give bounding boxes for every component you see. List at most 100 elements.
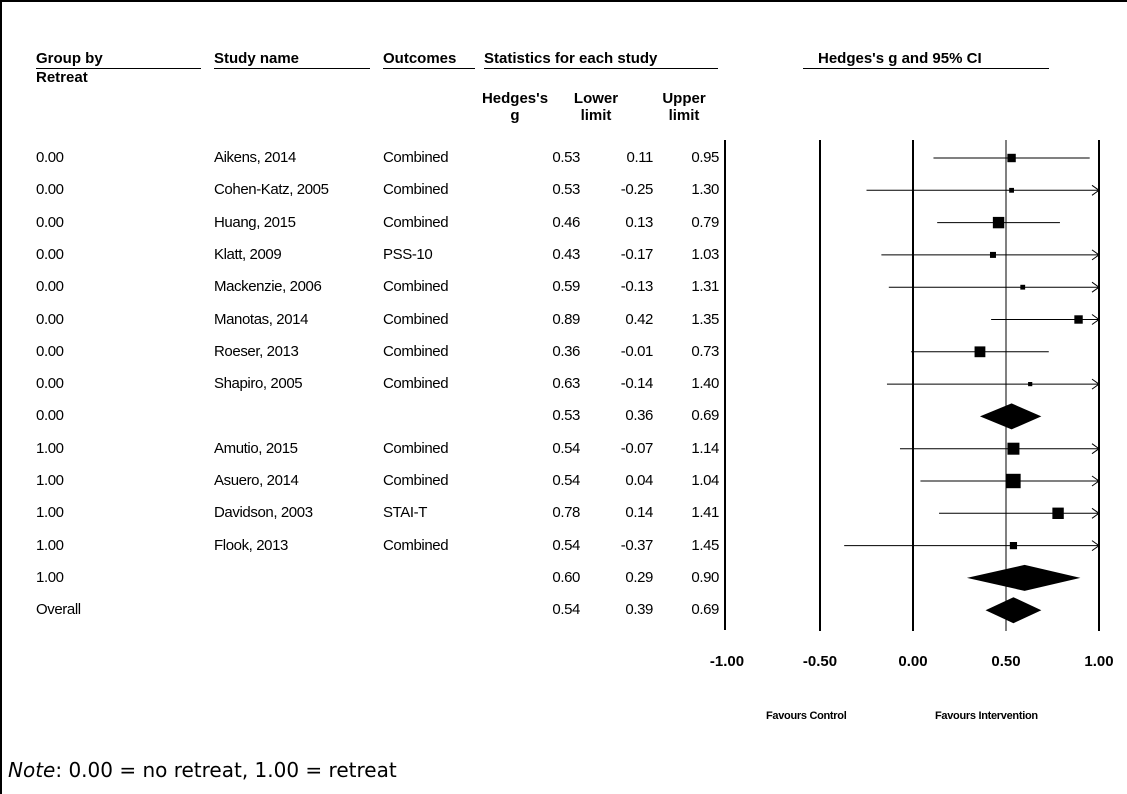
header-outcomes: Outcomes	[383, 50, 457, 67]
cell-hedges-g: 0.59	[552, 278, 580, 296]
ci-arrow	[1091, 443, 1100, 455]
cell-lower-limit: -0.01	[620, 342, 654, 360]
cell-group: 1.00	[36, 536, 64, 554]
x-tick-label: 1.00	[1084, 653, 1113, 670]
header-study-underline	[214, 68, 370, 69]
cell-study: Asuero, 2014	[214, 472, 299, 489]
ci-arrow	[1091, 475, 1100, 487]
cell-study: Manotas, 2014	[214, 310, 309, 328]
point-estimate	[1020, 284, 1026, 290]
cell-group: 0.00	[36, 245, 64, 263]
summary-diamond	[979, 403, 1042, 430]
x-tick-label: 0.00	[898, 653, 927, 670]
header-plot: Hedges's g and 95% CI	[818, 50, 982, 67]
cell-outcome: PSS-10	[383, 245, 433, 263]
subheader-hedges-g: Hedges's g	[481, 90, 549, 124]
cell-lower-limit: 0.04	[625, 472, 653, 489]
cell-outcome: STAI-T	[383, 504, 427, 522]
cell-group: 0.00	[36, 213, 64, 231]
ci-arrow	[1091, 507, 1100, 519]
cell-group: 0.00	[36, 149, 64, 166]
cell-lower-limit: 0.39	[625, 601, 653, 619]
cell-study: Shapiro, 2005	[214, 375, 303, 393]
cell-study: Mackenzie, 2006	[214, 278, 322, 296]
cell-lower-limit: -0.07	[620, 439, 654, 457]
point-estimate	[1052, 507, 1064, 519]
cell-upper-limit: 0.73	[691, 342, 719, 360]
point-estimate	[989, 251, 996, 258]
footnote-text: : 0.00 = no retreat, 1.00 = retreat	[55, 758, 397, 782]
cell-upper-limit: 1.03	[691, 245, 719, 263]
cell-lower-limit: -0.37	[620, 536, 654, 554]
point-estimate	[1007, 442, 1020, 455]
cell-hedges-g: 0.63	[552, 375, 580, 393]
x-tick-label: -0.50	[803, 653, 837, 670]
cell-outcome: Combined	[383, 536, 449, 554]
cell-outcome: Combined	[383, 149, 449, 166]
cell-hedges-g: 0.46	[552, 213, 580, 231]
cell-lower-limit: 0.13	[625, 213, 653, 231]
cell-group: 0.00	[36, 375, 64, 393]
ci-arrow	[1091, 314, 1100, 325]
cell-lower-limit: 0.11	[626, 149, 654, 166]
favours-intervention-label: Favours Intervention	[935, 710, 1038, 722]
cell-upper-limit: 1.30	[691, 181, 719, 199]
point-estimate	[974, 346, 986, 358]
header-outcomes-underline	[383, 68, 475, 69]
cell-hedges-g: 0.54	[552, 536, 580, 554]
cell-hedges-g: 0.53	[552, 149, 580, 166]
cell-group: 0.00	[36, 342, 64, 360]
header-group: Group by	[36, 50, 103, 67]
cell-lower-limit: 0.14	[625, 504, 653, 522]
cell-upper-limit: 1.41	[691, 504, 719, 522]
cell-hedges-g: 0.54	[552, 439, 580, 457]
footnote-italic: Note	[8, 758, 56, 782]
cell-lower-limit: -0.17	[620, 245, 654, 263]
cell-hedges-g: 0.78	[552, 504, 580, 522]
cell-group: 1.00	[36, 568, 64, 586]
ci-arrow	[1091, 540, 1100, 552]
cell-hedges-g: 0.54	[552, 472, 580, 489]
cell-group: 0.00	[36, 407, 64, 425]
cell-study: Flook, 2013	[214, 536, 288, 554]
cell-study: Cohen-Katz, 2005	[214, 181, 329, 199]
cell-upper-limit: 1.14	[691, 439, 719, 457]
cell-group: 1.00	[36, 472, 64, 489]
cell-hedges-g: 0.53	[552, 407, 580, 425]
cell-outcome: Combined	[383, 213, 449, 231]
point-estimate	[1006, 473, 1021, 489]
header-study: Study name	[214, 50, 300, 67]
point-estimate	[1074, 315, 1083, 324]
cell-study: Amutio, 2015	[214, 439, 298, 457]
cell-study: Davidson, 2003	[214, 504, 313, 522]
cell-group: 0.00	[36, 278, 64, 296]
header-statistics: Statistics for each study	[484, 50, 658, 67]
cell-outcome: Combined	[383, 278, 449, 296]
point-estimate	[1028, 382, 1033, 387]
cell-lower-limit: -0.13	[620, 278, 654, 296]
cell-lower-limit: 0.42	[625, 310, 653, 328]
cell-outcome: Combined	[383, 439, 449, 457]
header-group-line2: Retreat	[36, 69, 88, 86]
cell-hedges-g: 0.36	[552, 342, 580, 360]
cell-group: Overall	[36, 601, 81, 619]
ci-arrow	[1091, 184, 1100, 196]
subheader-upper-limit: Upper limit	[662, 90, 706, 124]
x-tick-label: 0.50	[991, 653, 1020, 670]
cell-upper-limit: 0.95	[691, 149, 719, 166]
table-separator	[724, 140, 726, 630]
cell-upper-limit: 0.79	[691, 213, 719, 231]
cell-hedges-g: 0.60	[552, 568, 580, 586]
cell-upper-limit: 1.40	[691, 375, 719, 393]
cell-study: Klatt, 2009	[214, 245, 282, 263]
point-estimate	[992, 216, 1005, 229]
point-estimate	[1007, 153, 1016, 163]
cell-group: 0.00	[36, 181, 64, 199]
cell-hedges-g: 0.89	[552, 310, 580, 328]
subheader-lower-limit: Lower limit	[573, 90, 619, 124]
favours-control-label: Favours Control	[766, 710, 847, 722]
cell-study: Aikens, 2014	[214, 149, 296, 166]
point-estimate	[1009, 187, 1014, 193]
summary-diamond	[966, 564, 1081, 591]
